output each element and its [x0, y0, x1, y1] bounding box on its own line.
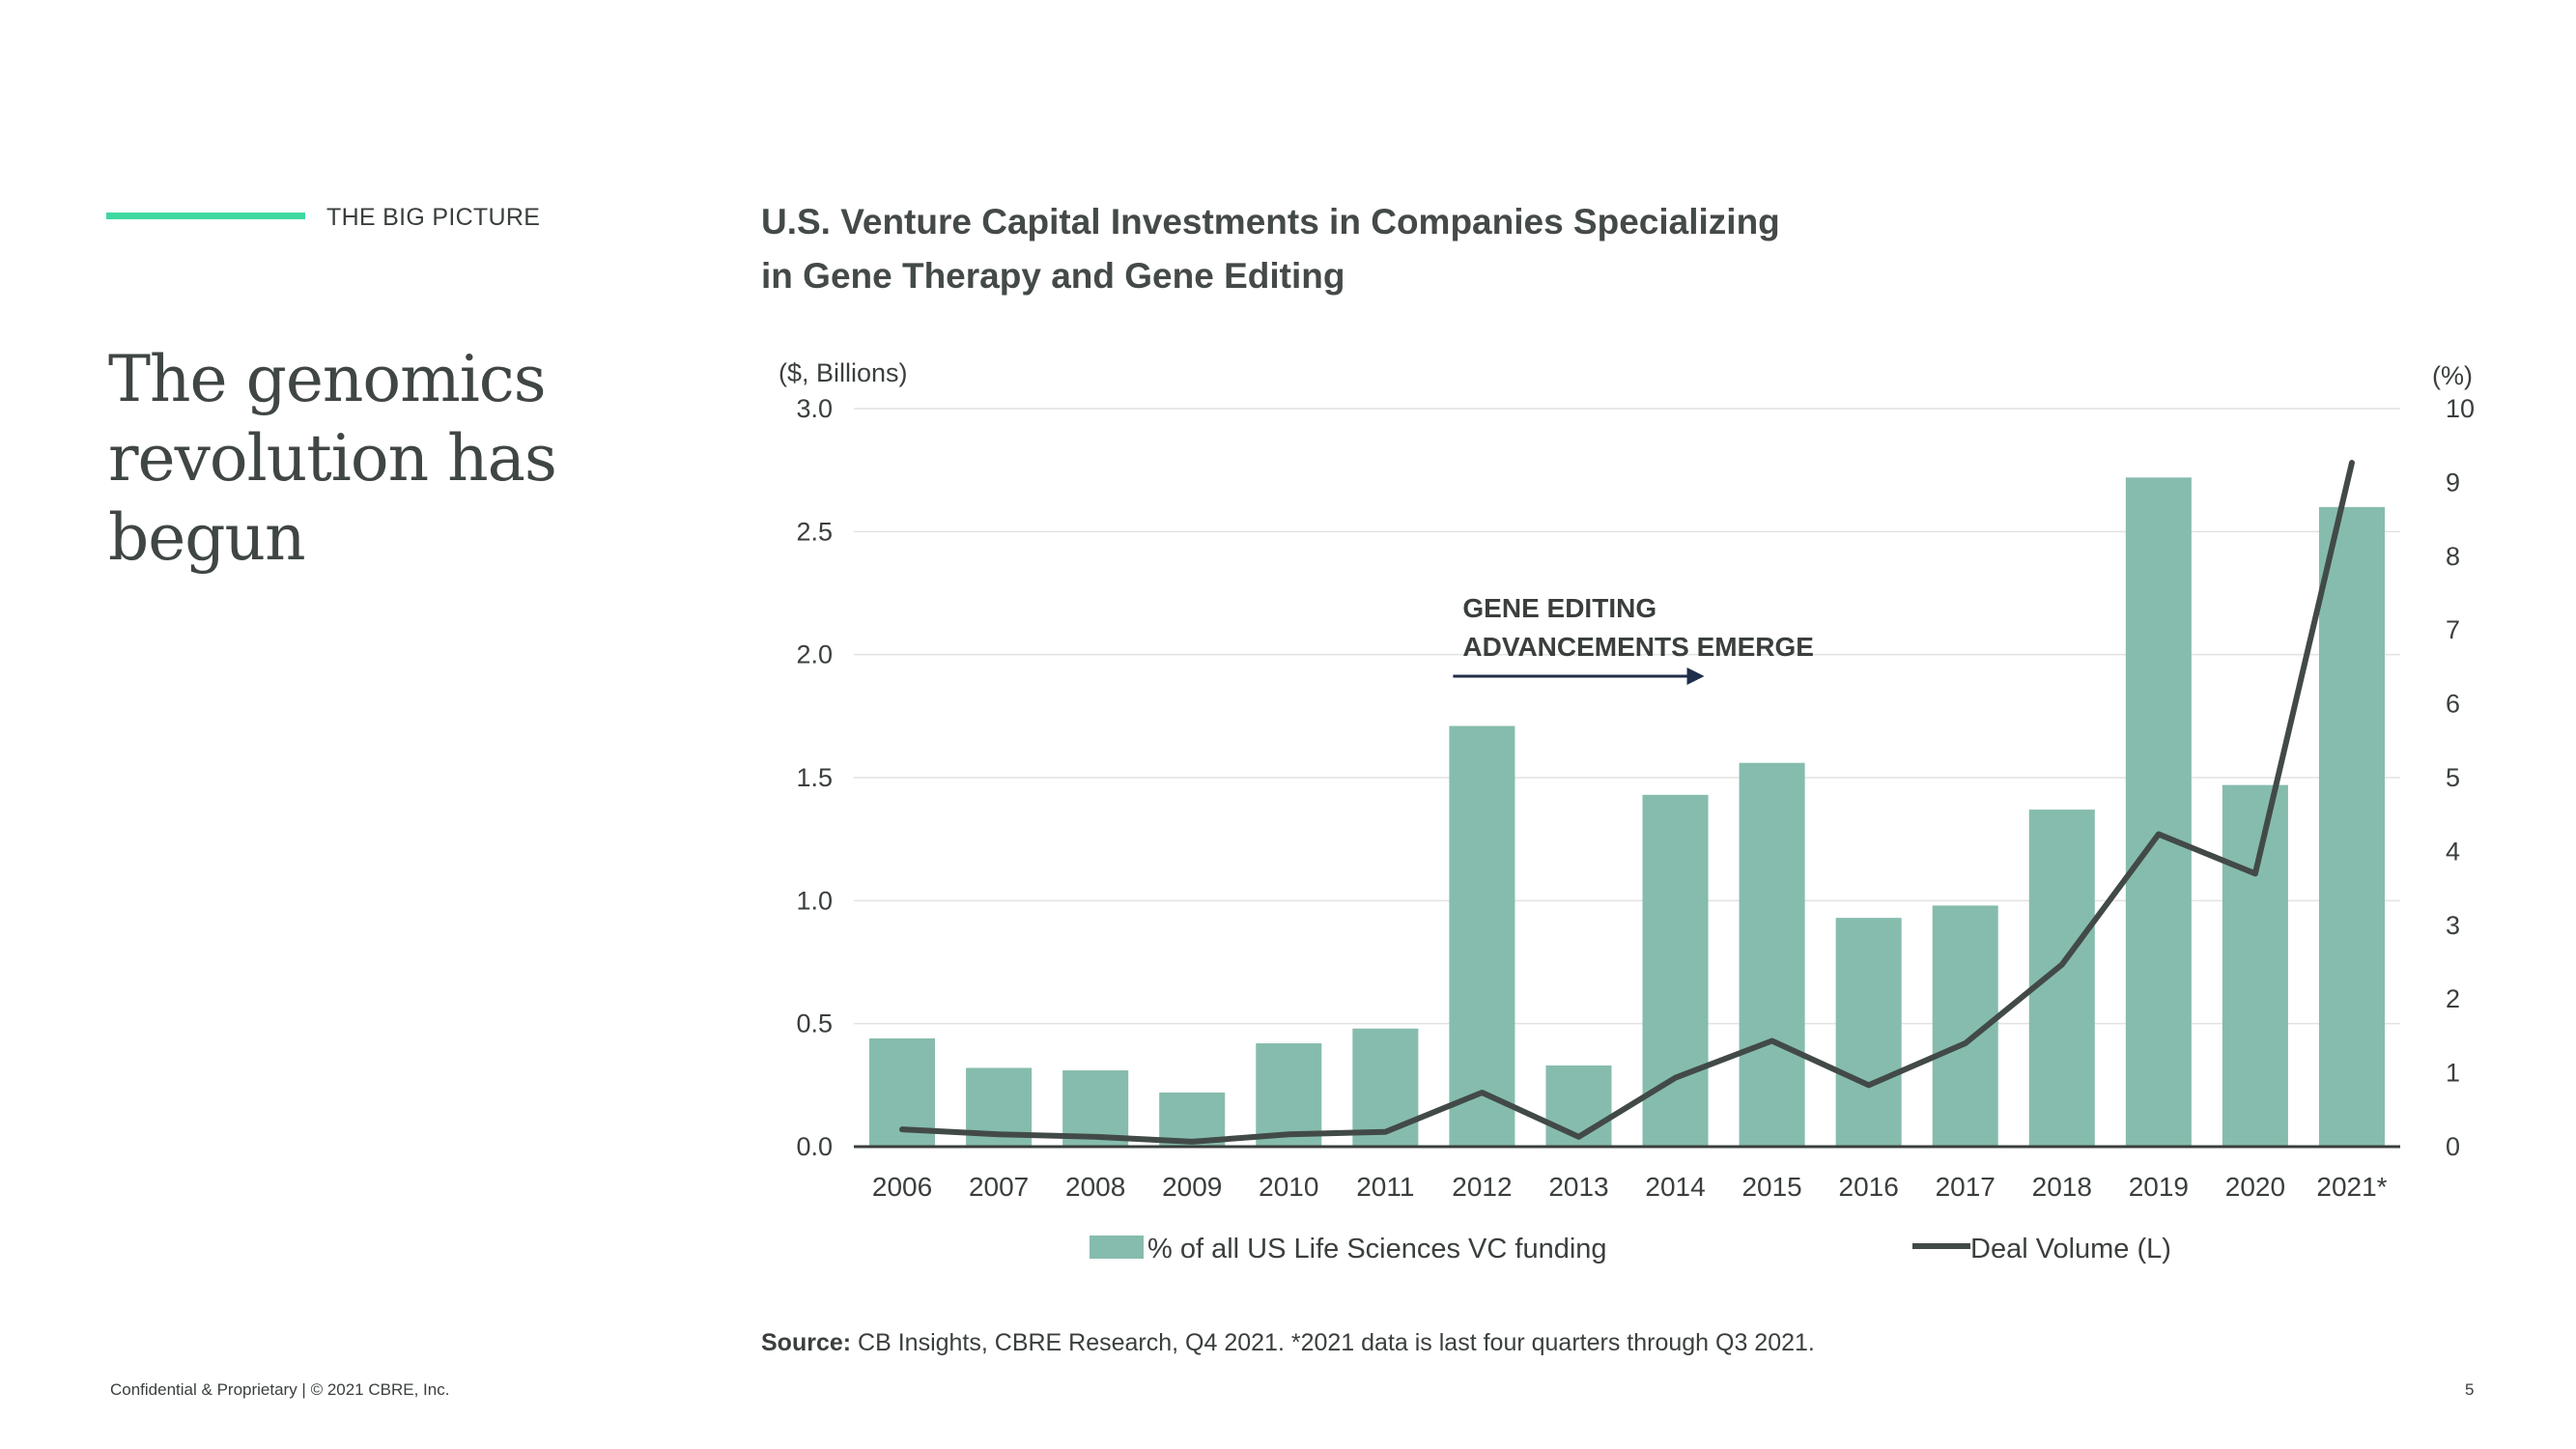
- bar: [2028, 810, 2095, 1147]
- x-tick-label: 2020: [2225, 1172, 2285, 1202]
- y-right-tick-label: 4: [2446, 837, 2460, 866]
- x-tick-label: 2021*: [2316, 1172, 2387, 1202]
- headline-line-2: revolution has begun: [108, 421, 557, 575]
- x-tick-label: 2017: [1936, 1172, 1996, 1202]
- chart-title: U.S. Venture Capital Investments in Comp…: [761, 195, 2017, 303]
- y-right-axis-title: (%): [2432, 361, 2473, 390]
- y-right-tick-label: 9: [2446, 468, 2460, 497]
- y-right-tick-label: 3: [2446, 911, 2460, 940]
- y-left-tick-label: 0.5: [796, 1009, 833, 1038]
- x-tick-label: 2012: [1452, 1172, 1512, 1202]
- y-left-axis-title: ($, Billions): [778, 358, 908, 387]
- legend-bar-label: % of all US Life Sciences VC funding: [1147, 1234, 1607, 1264]
- x-tick-label: 2009: [1162, 1172, 1222, 1202]
- y-left-tick-label: 2.0: [796, 640, 833, 669]
- accent-line: [106, 213, 305, 219]
- y-right-tick-label: 0: [2446, 1132, 2460, 1161]
- x-tick-label: 2019: [2129, 1172, 2189, 1202]
- y-left-tick-label: 1.5: [796, 763, 833, 792]
- legend-bar-swatch: [1090, 1236, 1144, 1259]
- bar: [1545, 1065, 1612, 1147]
- source-note: Source: CB Insights, CBRE Research, Q4 2…: [761, 1329, 1815, 1357]
- x-tick-label: 2006: [872, 1172, 932, 1202]
- y-left-tick-label: 0.0: [796, 1132, 833, 1161]
- y-left-tick-label: 3.0: [796, 394, 833, 423]
- y-right-tick-label: 6: [2446, 690, 2460, 719]
- y-right-tick-label: 10: [2446, 394, 2475, 423]
- source-text: CB Insights, CBRE Research, Q4 2021. *20…: [851, 1329, 1815, 1356]
- bar: [1352, 1028, 1419, 1147]
- x-tick-label: 2010: [1259, 1172, 1318, 1202]
- x-tick-label: 2007: [969, 1172, 1029, 1202]
- y-right-tick-label: 2: [2446, 984, 2460, 1013]
- y-left-tick-label: 1.0: [796, 886, 833, 915]
- headline-line-1: The genomics: [108, 342, 547, 416]
- x-tick-label: 2008: [1065, 1172, 1125, 1202]
- x-tick-label: 2018: [2032, 1172, 2092, 1202]
- chart-title-line-2: in Gene Therapy and Gene Editing: [761, 256, 1345, 296]
- source-label: Source:: [761, 1329, 852, 1356]
- chart-title-line-1: U.S. Venture Capital Investments in Comp…: [761, 202, 1780, 242]
- bar: [2222, 784, 2288, 1147]
- x-tick-label: 2013: [1548, 1172, 1608, 1202]
- bar: [1256, 1043, 1322, 1147]
- y-left-tick-label: 2.5: [796, 517, 833, 546]
- footer-text: Confidential & Proprietary | © 2021 CBRE…: [110, 1380, 450, 1399]
- x-tick-label: 2016: [1839, 1172, 1899, 1202]
- bar: [2125, 477, 2192, 1148]
- bar: [2318, 506, 2385, 1147]
- x-tick-label: 2015: [1741, 1172, 1801, 1202]
- bar: [1739, 762, 1805, 1147]
- bar: [1835, 918, 1902, 1147]
- page-headline: The genomics revolution has begun: [108, 340, 726, 578]
- bar: [1449, 725, 1515, 1147]
- annotation-line-2: ADVANCEMENTS EMERGE: [1462, 632, 1814, 662]
- x-tick-label: 2014: [1645, 1172, 1705, 1202]
- y-right-tick-label: 1: [2446, 1059, 2460, 1088]
- legend-line-label: Deal Volume (L): [1970, 1234, 2171, 1264]
- x-tick-label: 2011: [1356, 1172, 1414, 1202]
- y-right-tick-label: 8: [2446, 542, 2460, 571]
- y-right-tick-label: 7: [2446, 615, 2460, 644]
- section-label: THE BIG PICTURE: [326, 204, 541, 231]
- annotation-line-1: GENE EDITING: [1462, 593, 1656, 623]
- page-number: 5: [2465, 1380, 2475, 1399]
- deal-volume-line: [899, 460, 2355, 1145]
- y-right-tick-label: 5: [2446, 763, 2460, 792]
- annotation-arrowhead: [1686, 668, 1705, 685]
